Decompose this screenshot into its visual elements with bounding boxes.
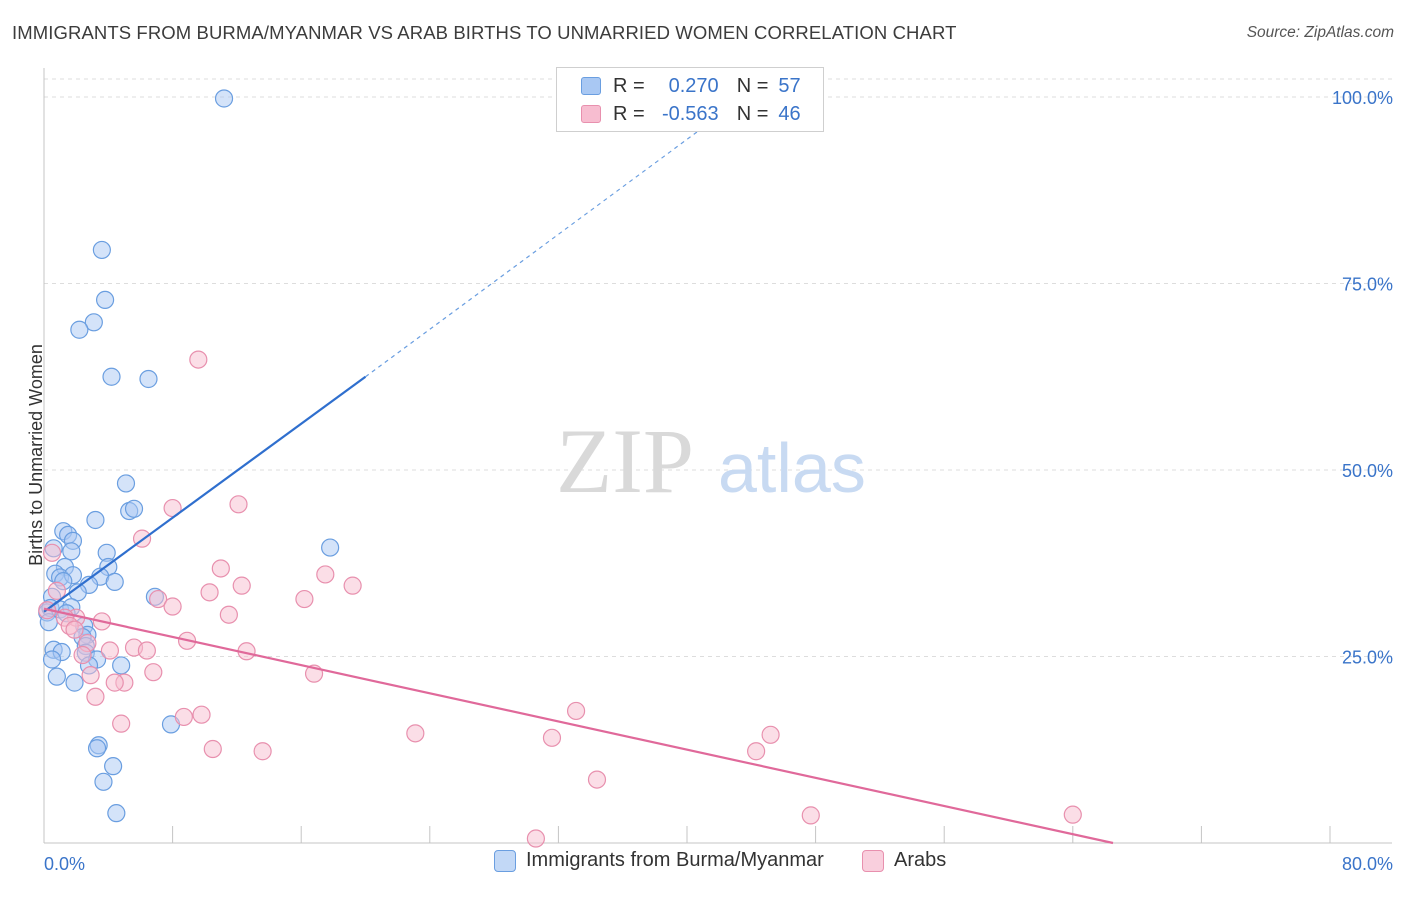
- arab-point: [149, 589, 168, 609]
- tick-labels-layer: 100.0% 75.0% 50.0% 25.0% 0.0% 80.0%: [44, 88, 1393, 874]
- y-axis-label-wrap: Births to Unmarried Women: [8, 0, 48, 892]
- burma-point: [104, 757, 123, 776]
- arab-point: [86, 687, 105, 706]
- arab-point: [144, 663, 163, 682]
- watermark: ZIP atlas: [556, 410, 866, 512]
- trend-layer: [43, 115, 1114, 845]
- x-tick-label-min: 0.0%: [44, 854, 85, 874]
- burma-trend-line: [43, 375, 367, 613]
- burma-point: [94, 772, 113, 791]
- burma-point: [102, 367, 121, 386]
- legend-swatch-blue-icon: [581, 77, 601, 95]
- burma-point: [321, 538, 340, 557]
- burma-point: [139, 369, 158, 389]
- burma-point: [112, 656, 131, 675]
- arab-point: [526, 829, 545, 848]
- burma-point: [95, 290, 115, 310]
- legend-n-label: N =: [736, 102, 769, 125]
- burma-point: [84, 313, 103, 332]
- legend-r-value: 0.270: [668, 74, 719, 97]
- arab-point: [316, 565, 335, 584]
- arab-point: [542, 728, 562, 747]
- burma-point: [105, 572, 124, 592]
- arab-point: [112, 714, 131, 733]
- series-swatch-blue-icon: [494, 849, 516, 872]
- legend-n-value: 46: [778, 102, 801, 125]
- legend-n-label: N =: [736, 74, 769, 97]
- legend-item-burma[interactable]: Immigrants from Burma/Myanmar: [494, 849, 824, 872]
- grid-layer: [44, 78, 1392, 657]
- burma-point: [87, 739, 107, 758]
- arab-point: [65, 620, 84, 639]
- axis-layer: [43, 68, 1392, 844]
- arab-point: [47, 581, 66, 600]
- arab-point: [137, 641, 156, 660]
- legend-r-value: -0.563: [661, 102, 719, 125]
- legend-n-value: 57: [778, 74, 801, 97]
- legend-row-arabs: R = -0.563 N = 46: [581, 101, 801, 127]
- chart-title: IMMIGRANTS FROM BURMA/MYANMAR VS ARAB BI…: [12, 22, 957, 43]
- legend-item-arabs[interactable]: Arabs: [862, 849, 946, 872]
- arab-point: [200, 583, 219, 602]
- arab-point: [587, 770, 607, 789]
- arab-point: [192, 705, 211, 724]
- burma-point: [116, 474, 136, 493]
- arab-point: [801, 806, 820, 825]
- series-legend: Immigrants from Burma/Myanmar Arabs: [0, 849, 1406, 879]
- arab-point: [219, 605, 238, 624]
- y-tick-label: 25.0%: [1342, 648, 1393, 668]
- stats-legend: R = 0.270 N = 57 R = -0.563 N = 46: [556, 67, 824, 132]
- legend-label-arabs: Arabs: [894, 849, 947, 871]
- arab-point: [73, 645, 92, 665]
- arab-point: [42, 543, 62, 562]
- legend-swatch-pink-icon: [581, 105, 601, 123]
- arab-point: [747, 742, 766, 761]
- y-tick-label: 100.0%: [1332, 88, 1393, 108]
- arab-point: [211, 559, 230, 578]
- arab-point: [189, 350, 208, 369]
- arab-point: [203, 739, 222, 759]
- arab-point: [232, 576, 251, 595]
- legend-label-burma: Immigrants from Burma/Myanmar: [526, 849, 824, 871]
- series-swatch-pink-icon: [862, 849, 884, 872]
- arab-point: [174, 707, 193, 727]
- arab-point: [406, 724, 425, 743]
- arab-point: [81, 666, 100, 685]
- burma-point: [42, 650, 62, 669]
- legend-r-label: R =: [613, 74, 645, 97]
- arab-point: [100, 641, 120, 660]
- arab-point: [1063, 805, 1082, 824]
- arab-trend-line: [43, 607, 1114, 845]
- burma-point: [214, 89, 234, 108]
- arab-point: [253, 742, 272, 761]
- burma-point: [47, 667, 66, 686]
- burma-point: [86, 510, 105, 530]
- source-credit: Source: ZipAtlas.com: [1246, 24, 1394, 41]
- burma-trend-extension: [365, 115, 720, 378]
- burma-point: [107, 804, 126, 823]
- watermark-zip: ZIP: [556, 410, 694, 512]
- y-axis-label: Births to Unmarried Women: [26, 344, 46, 566]
- burma-point: [62, 542, 81, 561]
- y-tick-label: 75.0%: [1342, 275, 1393, 295]
- legend-r-label: R =: [613, 102, 645, 125]
- x-tick-label-max: 80.0%: [1342, 854, 1393, 874]
- burma-point: [65, 673, 84, 692]
- watermark-atlas: atlas: [718, 429, 866, 507]
- y-tick-label: 50.0%: [1342, 461, 1393, 481]
- arab-point: [105, 673, 124, 692]
- burma-point: [92, 240, 111, 260]
- arab-point: [229, 495, 248, 514]
- burma-point: [70, 320, 89, 339]
- arab-point: [343, 576, 362, 595]
- arab-point: [566, 701, 586, 721]
- burma-point: [124, 499, 144, 518]
- arab-point: [761, 725, 780, 744]
- arab-point: [163, 597, 182, 616]
- legend-row-burma: R = 0.270 N = 57: [581, 73, 801, 99]
- points-layer: [38, 89, 1082, 848]
- arab-point: [295, 589, 314, 609]
